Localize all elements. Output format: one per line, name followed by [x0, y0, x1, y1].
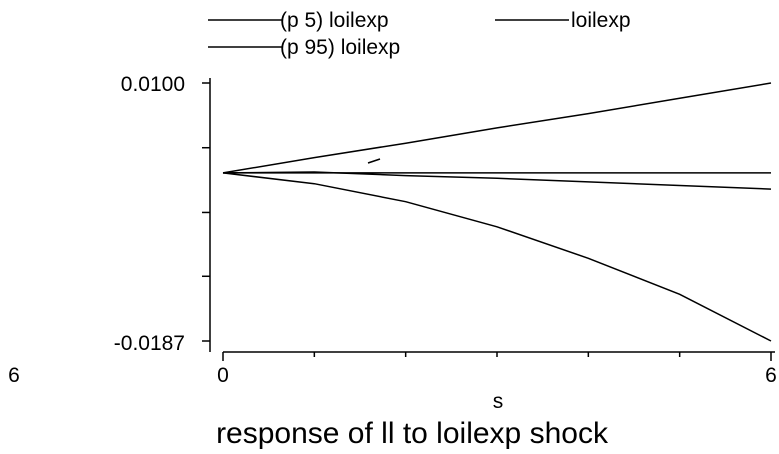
y-tick-label-top: 0.0100 — [121, 73, 185, 96]
legend-label-p95: (p 95) loilexp — [280, 36, 400, 59]
series-line-p5 — [222, 172, 772, 342]
y-axis — [202, 78, 211, 352]
stray-mark — [367, 158, 381, 164]
legend: (p 5) loilexp loilexp (p 95) loilexp — [208, 9, 631, 59]
series-line-p95 — [222, 82, 772, 174]
x-axis — [222, 351, 775, 361]
plot-area — [222, 82, 772, 342]
legend-label-p5: (p 5) loilexp — [280, 9, 389, 32]
outer-label: 6 — [8, 364, 20, 387]
series-line-loilexp — [222, 171, 772, 190]
y-tick-label-bottom: -0.0187 — [114, 332, 185, 355]
legend-label-loilexp: loilexp — [571, 9, 631, 32]
chart-title: response of ll to loilexp shock — [216, 417, 609, 450]
x-tick-label-left: 0 — [217, 364, 229, 387]
x-tick-label-right: 6 — [765, 364, 777, 387]
x-axis-title: s — [493, 390, 504, 413]
